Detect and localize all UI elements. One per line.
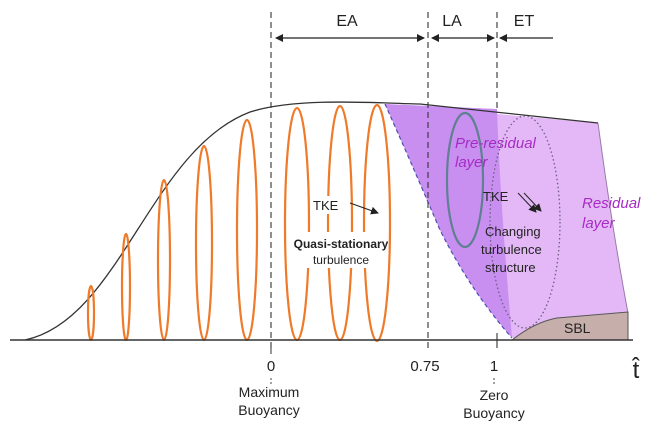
sbl-region bbox=[510, 311, 629, 341]
quasi-stationary-label: Quasi-stationary bbox=[294, 237, 389, 251]
tick-0-label: 0 bbox=[267, 358, 275, 375]
changing-structure-dotted-ellipse bbox=[489, 115, 561, 329]
boundary-layer-curve bbox=[24, 101, 599, 341]
turbulence-ellipses bbox=[86, 103, 392, 343]
ellipse-4 bbox=[194, 144, 214, 342]
pre-residual-layer-region bbox=[385, 104, 512, 338]
time-axis-symbol: t̂ bbox=[632, 357, 640, 384]
tke-right-arrow-2 bbox=[523, 192, 542, 212]
ellipse-3 bbox=[156, 178, 172, 342]
zero-buoyancy-line1: Zero bbox=[480, 387, 509, 403]
tke-right-label: TKE bbox=[483, 189, 509, 204]
quasi-label-backing bbox=[296, 232, 388, 268]
ellipse-7 bbox=[326, 104, 354, 342]
ellipse-5 bbox=[235, 118, 259, 342]
residual-label-line2: layer bbox=[582, 215, 616, 232]
max-buoyancy-line2: Buoyancy bbox=[238, 402, 299, 418]
phase-ea-label: EA bbox=[336, 13, 358, 30]
quasi-turbulence-label: turbulence bbox=[313, 253, 369, 267]
tke-left-arrow bbox=[349, 202, 379, 215]
ellipse-8 bbox=[362, 103, 392, 343]
zero-buoyancy-line2: Buoyancy bbox=[463, 405, 524, 421]
pre-residual-label-line1: Pre-residual bbox=[455, 135, 537, 152]
pre-residual-ellipse bbox=[445, 111, 485, 249]
residual-label-line1: Residual bbox=[582, 195, 641, 212]
ellipse-6 bbox=[283, 106, 311, 342]
changing-structure-label: structure bbox=[485, 260, 536, 275]
pre-residual-label-line2: layer bbox=[455, 154, 489, 171]
tke-left-backing bbox=[310, 196, 344, 214]
max-buoyancy-line1: Maximum bbox=[239, 384, 300, 400]
residual-layer-boundary bbox=[597, 122, 629, 314]
tick-1-label: 1 bbox=[490, 358, 498, 375]
tick-075-label: 0.75 bbox=[410, 358, 439, 375]
phase-et-label: ET bbox=[514, 13, 535, 30]
tke-left-label: TKE bbox=[313, 198, 339, 213]
tke-right-arrow-1 bbox=[517, 192, 537, 213]
ellipse-1 bbox=[86, 284, 96, 342]
changing-turbulence-label: turbulence bbox=[481, 242, 542, 257]
changing-label: Changing bbox=[485, 224, 541, 239]
phase-la-label: LA bbox=[442, 13, 462, 30]
ellipse-2 bbox=[120, 232, 132, 342]
sbl-label: SBL bbox=[564, 320, 591, 336]
